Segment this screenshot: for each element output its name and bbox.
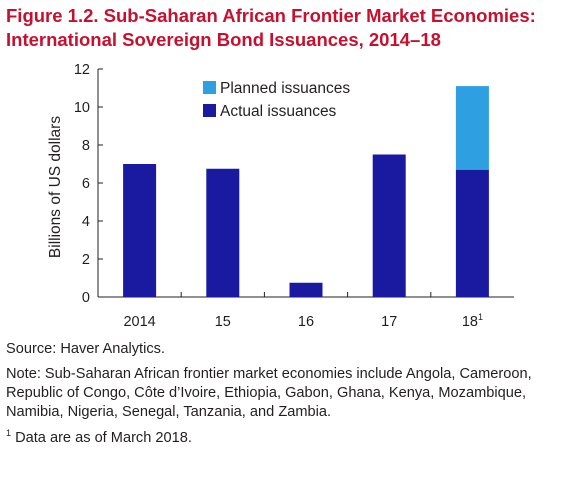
bar-actual-issuances-18 (455, 169, 489, 297)
chart-axes: 0 2 4 6 8 10 12 2014 15 16 17 181 (74, 62, 514, 330)
figure-title: Figure 1.2. Sub-Saharan African Frontier… (6, 4, 566, 52)
y-tick-label: 12 (74, 62, 90, 78)
y-tick-label: 4 (82, 214, 90, 230)
footnote-mark: 1 (6, 428, 12, 439)
chart-legend: Planned issuances Actual issuances (203, 80, 350, 120)
y-tick-label: 0 (82, 290, 90, 306)
note-text: Note: Sub-Saharan African frontier marke… (6, 366, 532, 420)
footnote: 1 Data are as of March 2018. (6, 429, 564, 448)
x-tick-label: 16 (298, 314, 314, 330)
source-text: Source: Haver Analytics. (6, 341, 165, 357)
y-tick-label: 2 (82, 252, 90, 268)
x-tick-label: 181 (462, 312, 483, 330)
y-tick-label: 6 (82, 176, 90, 192)
legend-swatch-actual-issuances (203, 104, 216, 117)
figure-title-line2: International Sovereign Bond Issuances, … (6, 29, 441, 50)
y-tick-label: 8 (82, 138, 90, 154)
bar-actual-issuances-2014 (123, 164, 157, 297)
legend-swatch-planned-issuances (203, 81, 216, 94)
x-tick-label: 17 (381, 314, 397, 330)
legend-label-actual-issuances: Actual issuances (220, 103, 337, 120)
y-axis-title: Billions of US dollars (47, 116, 64, 258)
bar-actual-issuances-15 (206, 168, 240, 297)
bar-planned-issuances-18 (455, 86, 489, 170)
bar-actual-issuances-16 (289, 282, 323, 297)
x-tick-label: 15 (215, 314, 231, 330)
x-tick-superscript: 1 (478, 312, 483, 322)
legend-label-planned-issuances: Planned issuances (220, 80, 350, 97)
chart-bars (123, 86, 489, 297)
y-tick-label: 10 (74, 100, 90, 116)
footnote-text: Data are as of March 2018. (11, 430, 192, 446)
figure-notes: Source: Haver Analytics. Note: Sub-Sahar… (6, 340, 564, 455)
x-tick-label: 2014 (123, 314, 155, 330)
bar-chart: 0 2 4 6 8 10 12 2014 15 16 17 181 Planned issuances… (47, 62, 514, 330)
figure-title-line1: Figure 1.2. Sub-Saharan African Frontier… (6, 5, 536, 26)
bar-actual-issuances-17 (372, 154, 406, 297)
